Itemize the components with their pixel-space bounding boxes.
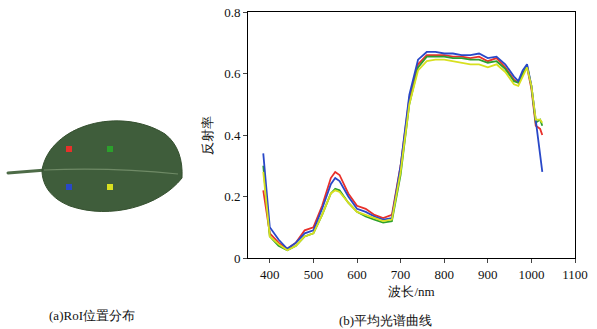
svg-text:0: 0 [234, 251, 241, 266]
svg-text:0.6: 0.6 [224, 66, 241, 81]
svg-text:900: 900 [478, 267, 498, 282]
svg-text:500: 500 [304, 267, 324, 282]
svg-text:0.2: 0.2 [224, 189, 240, 204]
svg-text:0.8: 0.8 [224, 5, 240, 20]
svg-text:400: 400 [260, 267, 280, 282]
svg-text:600: 600 [347, 267, 367, 282]
svg-text:0.4: 0.4 [224, 128, 241, 143]
svg-text:(b)平均光谱曲线: (b)平均光谱曲线 [339, 313, 432, 328]
svg-text:(a)RoI位置分布: (a)RoI位置分布 [49, 308, 135, 323]
svg-text:800: 800 [434, 267, 454, 282]
svg-text:700: 700 [391, 267, 411, 282]
svg-text:反射率: 反射率 [200, 116, 215, 155]
svg-text:1000: 1000 [518, 267, 544, 282]
svg-text:波长/nm: 波长/nm [388, 284, 434, 299]
svg-text:1100: 1100 [562, 267, 588, 282]
